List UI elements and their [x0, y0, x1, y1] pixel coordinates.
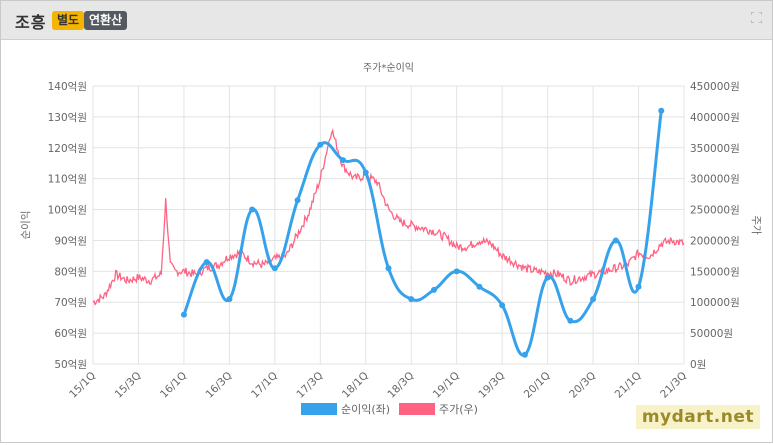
right-axis-title: 주가 — [750, 215, 762, 235]
x-axis-tick: 20/3Q — [567, 370, 598, 401]
left-axis-tick: 100억원 — [48, 205, 87, 217]
x-axis-tick: 17/3Q — [294, 370, 325, 401]
company-title: 조흥 — [15, 13, 47, 32]
net-income-point — [476, 283, 483, 290]
badge-separate[interactable]: 별도 — [52, 11, 85, 30]
chart-title: 주가*순이익 — [363, 62, 414, 74]
net-income-point — [180, 311, 187, 318]
right-axis-tick: 200000원 — [690, 235, 740, 247]
badge-annualized[interactable]: 연환산 — [84, 11, 128, 30]
watermark-text: mydart.net — [635, 405, 760, 429]
net-income-point — [499, 302, 506, 309]
expand-icon[interactable] — [751, 12, 762, 23]
right-axis-tick: 300000원 — [690, 174, 740, 186]
x-axis-tick: 19/3Q — [476, 370, 507, 401]
net-income-point — [226, 296, 233, 303]
net-income-point — [430, 286, 437, 293]
right-axis-tick: 450000원 — [690, 81, 740, 93]
net-income-point — [385, 265, 392, 272]
left-axis-title: 순이익 — [20, 211, 32, 240]
net-income-point — [612, 237, 619, 244]
legend-swatch-price — [399, 403, 435, 415]
x-axis-tick: 16/3Q — [204, 370, 235, 401]
net-income-point — [635, 283, 642, 290]
x-axis-tick: 20/1Q — [522, 370, 553, 401]
left-axis-tick: 50억원 — [54, 359, 87, 371]
legend-swatch-net-income — [301, 403, 337, 415]
net-income-point — [567, 317, 574, 324]
legend-label-net-income: 순이익(좌) — [341, 403, 390, 416]
net-income-point — [203, 259, 210, 266]
chart-area: 주가*순이익 50억원 60억원 70억원 80억원 90억원 100억원 110억원 120억… — [1, 41, 772, 441]
right-axis-tick: 0원 — [690, 359, 706, 371]
net-income-point — [658, 107, 665, 114]
x-axis-tick: 18/3Q — [385, 370, 416, 401]
net-income-point — [590, 296, 597, 303]
x-axis-tick: 19/1Q — [431, 370, 462, 401]
left-axis-tick: 70억원 — [54, 297, 87, 309]
net-income-point — [294, 197, 301, 204]
x-axis-tick: 21/3Q — [658, 370, 689, 401]
x-axis-tick: 15/1Q — [67, 370, 98, 401]
right-axis-tick: 150000원 — [690, 266, 740, 278]
left-axis-tick: 140억원 — [48, 81, 87, 93]
right-axis-tick: 350000원 — [690, 143, 740, 155]
net-income-point — [271, 265, 278, 272]
x-axis-tick: 15/3Q — [113, 370, 144, 401]
right-axis-tick: 100000원 — [690, 297, 740, 309]
net-income-point — [340, 157, 347, 164]
right-axis-tick: 250000원 — [690, 205, 740, 217]
net-income-point — [521, 351, 528, 358]
net-income-point — [408, 296, 415, 303]
left-axis-tick: 130억원 — [48, 112, 87, 124]
x-axis-tick: 16/1Q — [158, 370, 189, 401]
net-income-point — [249, 206, 256, 213]
panel-header: 조흥 별도 연환산 — [1, 1, 772, 40]
right-axis-tick: 400000원 — [690, 112, 740, 124]
left-axis-tick: 80억원 — [54, 266, 87, 278]
net-income-point — [453, 268, 460, 275]
net-income-point — [317, 141, 324, 148]
left-axis-tick: 90억원 — [54, 235, 87, 247]
combo-line-chart: 주가*순이익 50억원 60억원 70억원 80억원 90억원 100억원 110억원 120억… — [20, 62, 762, 416]
legend-label-price: 주가(우) — [439, 403, 478, 416]
right-axis-tick: 50000원 — [690, 328, 733, 340]
x-axis-tick: 21/1Q — [613, 370, 644, 401]
x-axis-tick: 18/1Q — [340, 370, 371, 401]
price-series-line — [92, 128, 685, 306]
net-income-point — [544, 274, 551, 281]
left-axis-tick: 110억원 — [48, 174, 87, 186]
net-income-point — [362, 169, 369, 176]
left-axis-tick: 60억원 — [54, 328, 87, 340]
x-axis-tick: 17/1Q — [249, 370, 280, 401]
left-axis-tick: 120억원 — [48, 143, 87, 155]
